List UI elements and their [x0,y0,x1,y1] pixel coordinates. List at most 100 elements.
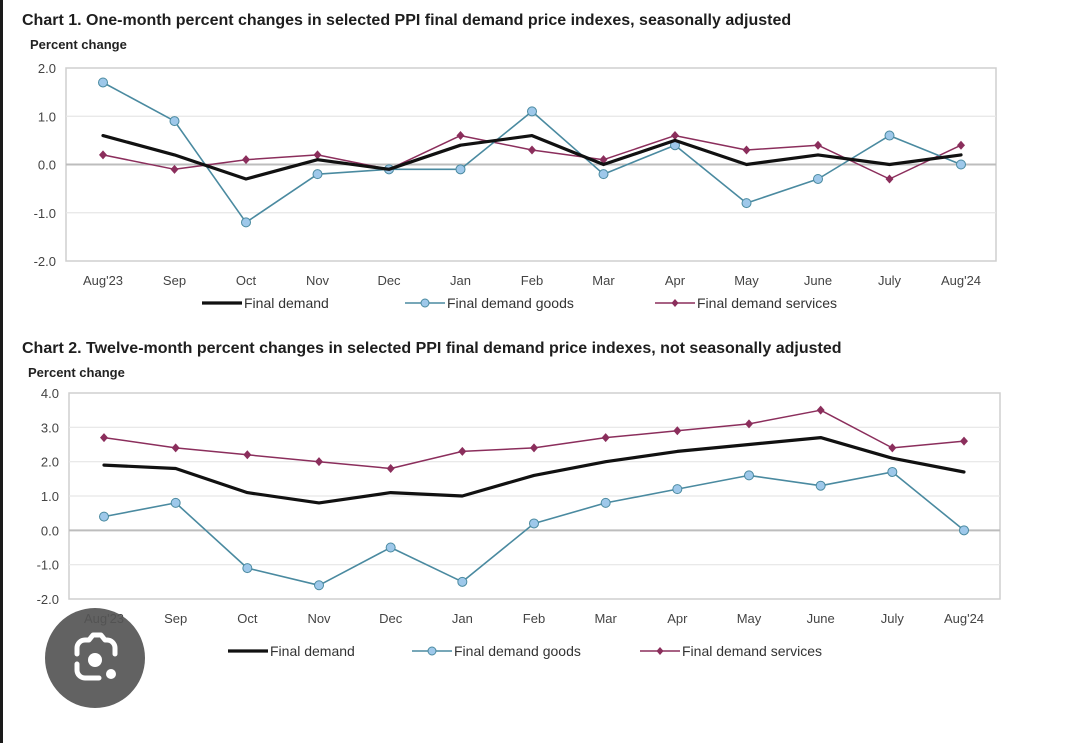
legend-label: Final demand services [682,643,822,659]
data-point-services [673,426,682,436]
legend-label: Final demand [244,295,329,311]
data-point-services [386,464,395,474]
x-tick-label: Oct [236,273,257,288]
y-tick-label: 2.0 [41,455,59,470]
x-tick-label: Jan [450,273,471,288]
y-tick-label: 3.0 [41,420,59,435]
google-lens-icon [74,632,118,681]
google-lens-button[interactable] [45,608,145,708]
data-point-services [745,419,753,429]
legend-label: Final demand goods [454,643,581,659]
data-point-goods [99,511,109,522]
x-tick-label: Dec [379,611,403,626]
legend-label: Final demand goods [447,295,574,311]
x-tick-label: Nov [307,611,331,626]
data-point-goods [956,159,966,170]
series-line-final-demand [102,436,966,505]
x-tick-label: Dec [377,273,401,288]
y-tick-label: 2.0 [38,61,56,76]
data-point-services [742,145,751,155]
data-point-services [957,140,965,150]
series-line-final-demand [101,134,963,181]
data-point-goods [959,525,969,536]
chart-2-title: Chart 2. Twelve-month percent changes in… [22,340,842,357]
screen-edge [0,0,3,743]
x-tick-label: Apr [667,611,688,626]
legend-marker-diamond [671,299,679,307]
x-tick-label: Mar [594,611,617,626]
legend-label: Final demand [270,643,355,659]
data-point-goods [741,198,752,209]
x-tick-label: Feb [521,273,543,288]
y-tick-label: -1.0 [37,558,59,573]
y-tick-label: -2.0 [34,254,56,269]
data-point-goods [98,77,108,88]
y-tick-label: 4.0 [41,386,59,401]
data-point-services [170,164,179,174]
y-tick-label: 1.0 [38,109,56,124]
x-tick-label: July [881,611,905,626]
data-point-services [671,131,679,141]
legend-label: Final demand services [697,295,837,311]
data-point-goods [527,106,537,117]
chart-1-y-axis-label: Percent change [30,37,127,52]
legend-item-goods: Final demand goods [405,295,574,311]
data-point-goods [672,484,683,495]
data-point-services [242,155,250,165]
x-tick-label: Jan [452,611,473,626]
data-point-goods [887,466,898,477]
data-point-goods [242,563,253,574]
legend-item-final-demand: Final demand [202,295,329,311]
data-point-services [99,150,107,160]
data-point-goods [813,173,823,184]
data-point-goods [455,164,466,175]
data-point-services [816,405,825,415]
data-point-services [528,145,536,155]
data-point-goods [385,542,396,553]
data-point-goods [598,169,609,180]
y-tick-label: 0.0 [38,158,56,173]
data-point-services [456,131,465,141]
chart-2-y-axis-label: Percent change [28,365,125,380]
data-point-services [814,140,822,150]
legend-marker-diamond [656,647,664,655]
data-point-services [171,443,180,453]
legend-marker-circle [427,646,437,656]
data-point-services [888,443,897,453]
data-point-goods [312,169,323,180]
y-tick-label: 0.0 [41,523,59,538]
y-tick-label: -1.0 [34,206,56,221]
x-tick-label: Nov [306,273,330,288]
x-tick-label: Apr [665,273,686,288]
data-point-services [313,150,322,160]
data-point-goods [170,497,181,508]
data-point-services [599,155,608,165]
data-point-services [315,457,323,467]
x-tick-label: Oct [237,611,258,626]
data-point-goods [884,130,895,141]
x-tick-label: Sep [164,611,187,626]
x-tick-label: Aug'23 [83,273,123,288]
x-tick-label: June [804,273,832,288]
chart-1-title: Chart 1. One-month percent changes in se… [22,12,792,29]
data-point-goods [744,470,754,481]
data-point-services [458,446,467,456]
x-tick-label: May [737,611,762,626]
data-point-services [960,436,968,446]
data-point-services [100,433,108,443]
data-point-goods [600,497,611,508]
data-point-services [243,450,252,460]
x-tick-label: Mar [592,273,615,288]
data-point-services [601,433,610,443]
data-point-goods [241,217,251,228]
legend-item-goods: Final demand goods [412,643,581,659]
data-point-services [530,443,538,453]
x-tick-label: Aug'24 [941,273,981,288]
x-tick-label: June [807,611,835,626]
legend-item-services: Final demand services [655,295,837,311]
x-tick-label: Sep [163,273,186,288]
legend-item-services: Final demand services [640,643,822,659]
data-point-goods [457,576,468,587]
y-tick-label: -2.0 [37,592,59,607]
